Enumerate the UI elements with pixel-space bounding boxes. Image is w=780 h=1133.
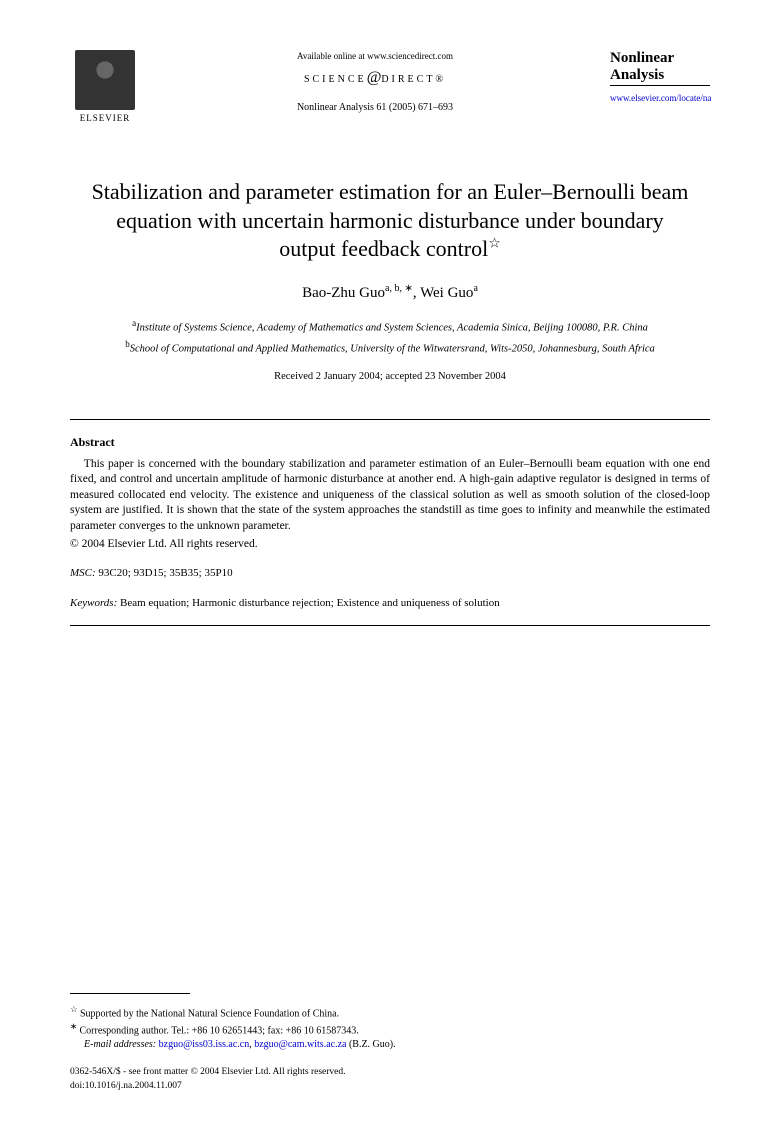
- sd-prefix: SCIENCE: [304, 74, 367, 85]
- affiliation-a: aInstitute of Systems Science, Academy o…: [90, 318, 690, 335]
- sd-suffix: DIRECT®: [381, 74, 446, 85]
- footer-doi: doi:10.1016/j.na.2004.11.007: [70, 1080, 710, 1093]
- email-link-1[interactable]: bzguo@iss03.iss.ac.cn: [159, 1039, 250, 1050]
- title-footnote-mark: ☆: [488, 237, 501, 252]
- email-suffix: (B.Z. Guo).: [349, 1039, 396, 1050]
- author-2-name: Wei Guo: [420, 285, 473, 301]
- title-text: Stabilization and parameter estimation f…: [92, 179, 689, 261]
- journal-name: Nonlinear Analysis: [610, 50, 710, 86]
- author-list: Bao-Zhu Guoa, b, ∗, Wei Guoa: [70, 282, 710, 304]
- journal-logo-block: Nonlinear Analysis www.elsevier.com/loca…: [610, 50, 710, 105]
- keywords-line: Keywords: Beam equation; Harmonic distur…: [70, 596, 710, 611]
- author-1-affil: a, b, ∗: [385, 283, 413, 294]
- journal-homepage-link[interactable]: www.elsevier.com/locate/na: [610, 92, 710, 105]
- elsevier-tree-icon: [75, 50, 135, 110]
- msc-label: MSC:: [70, 567, 96, 579]
- corr-mark: ∗: [70, 1022, 77, 1031]
- funding-mark: ☆: [70, 1005, 77, 1014]
- email-link-2[interactable]: bzguo@cam.wits.ac.za: [254, 1039, 346, 1050]
- journal-name-l2: Analysis: [610, 67, 664, 83]
- article-title: Stabilization and parameter estimation f…: [90, 178, 690, 264]
- divider-bottom: [70, 625, 710, 626]
- citation-line: Nonlinear Analysis 61 (2005) 671–693: [140, 101, 610, 115]
- science-direct-logo: SCIENCE@DIRECT®: [140, 67, 610, 89]
- corr-text: Corresponding author. Tel.: +86 10 62651…: [79, 1025, 358, 1036]
- abstract-copyright: © 2004 Elsevier Ltd. All rights reserved…: [70, 536, 710, 552]
- available-online-text: Available online at www.sciencedirect.co…: [140, 50, 610, 63]
- abstract-heading: Abstract: [70, 434, 710, 451]
- footer-front-matter: 0362-546X/$ - see front matter © 2004 El…: [70, 1066, 710, 1079]
- footnote-rule: [70, 993, 190, 994]
- affil-a-text: Institute of Systems Science, Academy of…: [136, 322, 648, 333]
- keywords-text: Beam equation; Harmonic disturbance reje…: [120, 597, 500, 609]
- affil-b-text: School of Computational and Applied Math…: [130, 343, 655, 354]
- msc-line: MSC: 93C20; 93D15; 35B35; 35P10: [70, 566, 710, 581]
- funding-text: Supported by the National Natural Scienc…: [80, 1008, 339, 1019]
- footnote-funding: ☆ Supported by the National Natural Scie…: [70, 1004, 710, 1021]
- affiliation-b: bSchool of Computational and Applied Mat…: [90, 339, 690, 356]
- publisher-name: ELSEVIER: [80, 112, 131, 125]
- footnote-corresponding: ∗ Corresponding author. Tel.: +86 10 626…: [70, 1021, 710, 1038]
- at-icon: @: [367, 69, 382, 86]
- vertical-spacer: [70, 640, 710, 993]
- divider-top: [70, 419, 710, 420]
- email-label: E-mail addresses:: [84, 1039, 156, 1050]
- footnotes-block: ☆ Supported by the National Natural Scie…: [70, 1004, 710, 1053]
- author-1-name: Bao-Zhu Guo: [302, 285, 385, 301]
- publisher-logo: ELSEVIER: [70, 50, 140, 130]
- footnote-emails: E-mail addresses: bzguo@iss03.iss.ac.cn,…: [70, 1038, 710, 1052]
- abstract-body: This paper is concerned with the boundar…: [70, 457, 710, 535]
- author-2-affil: a: [473, 283, 477, 294]
- keywords-label: Keywords:: [70, 597, 117, 609]
- header-center: Available online at www.sciencedirect.co…: [140, 50, 610, 115]
- page-footer: 0362-546X/$ - see front matter © 2004 El…: [70, 1066, 710, 1093]
- msc-codes: 93C20; 93D15; 35B35; 35P10: [98, 567, 232, 579]
- journal-name-l1: Nonlinear: [610, 50, 674, 66]
- article-dates: Received 2 January 2004; accepted 23 Nov…: [70, 370, 710, 385]
- page-header: ELSEVIER Available online at www.science…: [70, 50, 710, 130]
